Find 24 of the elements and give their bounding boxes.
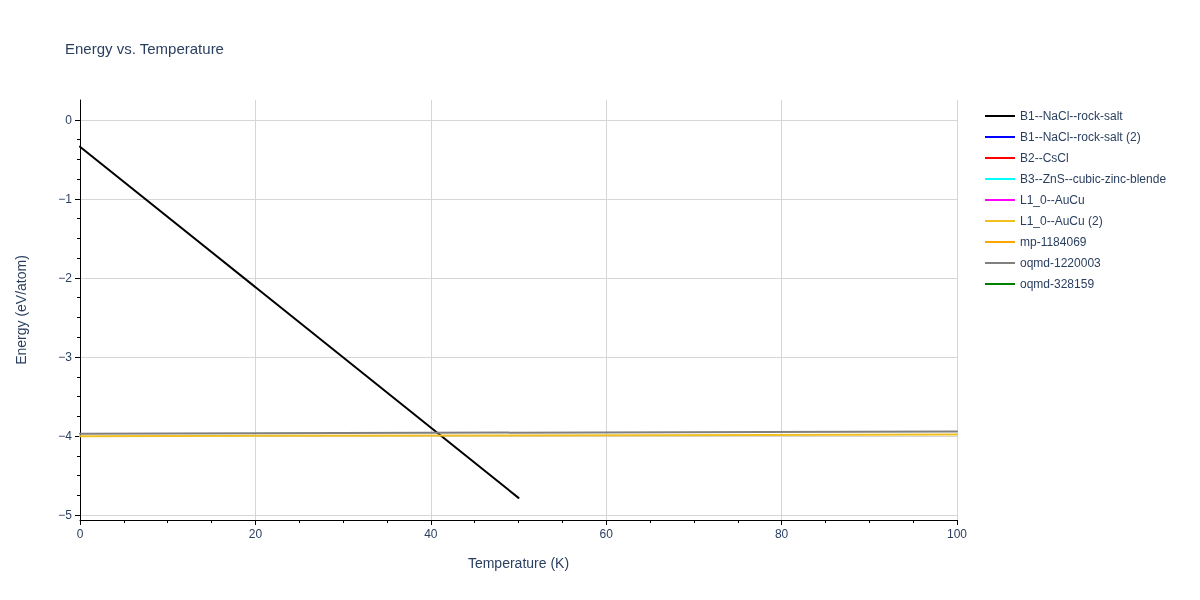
x-tick-label: 20: [248, 527, 263, 541]
x-tick-label: 80: [774, 527, 789, 541]
x-tick-label: 0: [76, 527, 84, 541]
legend-label: L1_0--AuCu (2): [1020, 214, 1103, 228]
y-tick-label: −1: [58, 191, 73, 206]
chart-title: Energy vs. Temperature: [65, 40, 224, 57]
y-axis-title: Energy (eV/atom): [13, 255, 29, 365]
y-tick-label: −5: [58, 508, 73, 523]
y-tick-label: −3: [58, 350, 73, 365]
legend-label: B1--NaCl--rock-salt (2): [1020, 130, 1141, 144]
legend-label: B1--NaCl--rock-salt: [1020, 109, 1124, 123]
legend-label: oqmd-328159: [1020, 277, 1095, 291]
y-tick-label: 0: [65, 112, 73, 127]
legend-label: oqmd-1220003: [1020, 256, 1102, 270]
y-tick-label: −4: [58, 429, 73, 444]
legend-label: B2--CsCl: [1020, 151, 1069, 165]
legend-label: L1_0--AuCu: [1020, 193, 1085, 207]
x-tick-label: 60: [599, 527, 614, 541]
x-tick-label: 100: [946, 527, 968, 541]
legend-label: B3--ZnS--cubic-zinc-blende: [1020, 172, 1167, 186]
y-tick-label: −2: [58, 270, 73, 285]
x-axis-title: Temperature (K): [467, 555, 570, 571]
x-tick-label: 40: [424, 527, 438, 541]
legend-label: mp-1184069: [1020, 235, 1087, 249]
